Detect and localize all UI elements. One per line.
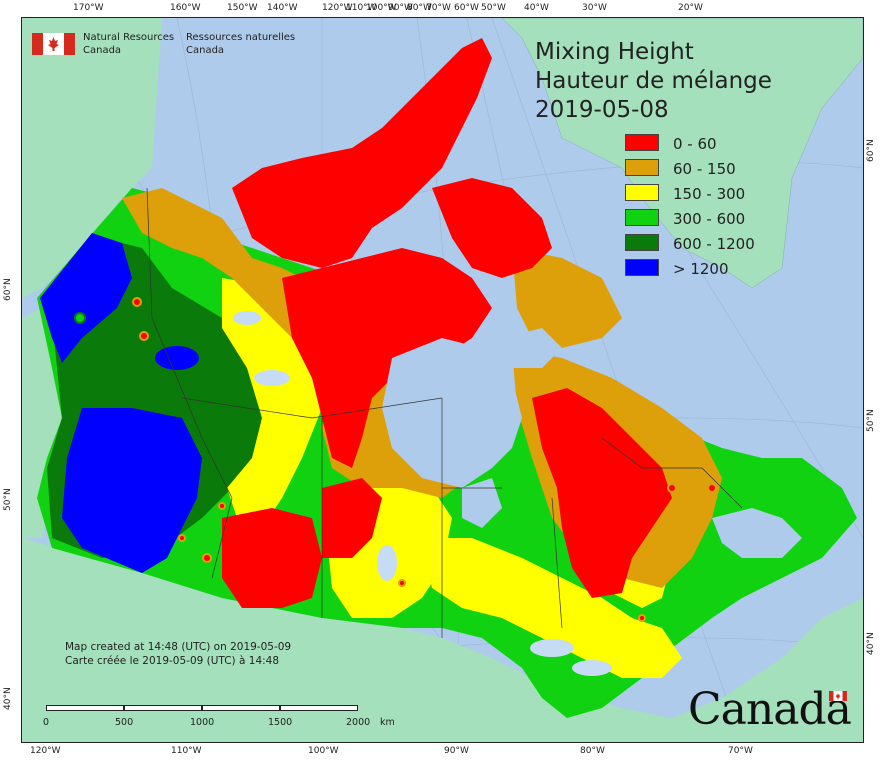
great-slave-lake [254,370,290,386]
canada-60-150-northwest [122,188,332,348]
canada-gt-1200-north [40,233,132,363]
usa-land [22,538,863,742]
agency-name-fr: Ressources naturelles Canada [186,31,295,57]
lake-winnipeg [377,545,397,581]
scale-seg-3 [202,705,280,711]
canada-flag-icon [32,33,75,55]
legend-swatch [625,184,659,201]
tick-right-60n: 60°N [866,139,876,162]
tick-top-90w: 90°W [388,3,413,13]
legend-label: 60 - 150 [673,160,736,178]
hudson-bay [382,338,522,488]
scale-label-500: 500 [115,717,134,728]
tick-top-120w: 120°W [322,3,353,13]
scale-label-1500: 1500 [268,717,293,728]
tick-top-80w: 80°W [407,3,432,13]
tick-top-150w: 150°W [227,3,258,13]
great-lakes-superior [530,639,574,657]
map-canvas [21,17,864,743]
canada-gt-1200-spot [155,346,199,370]
legend-swatch [625,134,659,151]
tick-bottom-110w: 110°W [171,746,202,756]
legend-label: 150 - 300 [673,185,746,203]
canada-gt-1200-south [62,408,202,573]
alaska-land [22,18,162,298]
tick-left-40n: 40°N [3,687,13,710]
legend-label: > 1200 [673,260,729,278]
canada-0-60-baffin [432,178,552,278]
agency-name-fr-line1: Ressources naturelles [186,32,296,43]
tick-bottom-90w: 90°W [444,746,469,756]
scale-label-0: 0 [43,717,50,728]
tick-top-110w: 110°W [346,3,377,13]
hotspots [74,297,717,622]
scale-label-1000: 1000 [190,717,215,728]
tick-right-50n: 50°N [866,409,876,432]
canada-150-300-ontario [422,538,682,678]
tick-bottom-70w: 70°W [728,746,753,756]
tick-top-20w: 20°W [678,3,703,13]
scale-unit: km [380,717,395,728]
tick-top-60w: 60°W [454,3,479,13]
wordmark-flag-icon [829,691,847,701]
legend-label: 600 - 1200 [673,235,755,253]
james-bay [462,478,502,528]
agency-name-en: Natural Resources Canada [83,31,174,57]
provincial-borders [146,187,743,638]
tick-bottom-120w: 120°W [30,746,61,756]
legend-label: 0 - 60 [673,135,717,153]
creation-note: Map created at 14:48 (UTC) on 2019-05-09… [65,640,291,668]
tick-top-140w: 140°W [267,3,298,13]
title-fr: Hauteur de mélange [535,68,772,94]
agency-name-fr-line2: Canada [186,45,225,56]
legend-swatch [625,209,659,226]
agency-name-en-line1: Natural Resources [83,32,175,43]
tick-bottom-100w: 100°W [308,746,339,756]
legend-swatch [625,259,659,276]
canada-0-60-arctic [232,38,492,268]
creation-note-fr: Carte créée le 2019-05-09 (UTC) à 14:48 [65,655,280,667]
scale-seg-4 [280,705,358,711]
canada-0-60-ontario-n [322,478,382,558]
tick-top-160w: 160°W [170,3,201,13]
legend-swatch [625,159,659,176]
tick-top-40w: 40°W [524,3,549,13]
tick-top-100w: 100°W [366,3,397,13]
legend-label: 300 - 600 [673,210,746,228]
title-en: Mixing Height [535,39,694,65]
tick-right-40n: 40°N [866,632,876,655]
tick-top-30w: 30°W [582,3,607,13]
tick-top-50w: 50°W [481,3,506,13]
great-bear-lake [233,311,261,325]
tick-bottom-80w: 80°W [580,746,605,756]
hudson-strait [502,328,562,368]
canada-wordmark: Canada [688,684,852,735]
map-title: Mixing Height Hauteur de mélange 2019-05… [535,38,772,125]
canada-0-60-prairie [222,508,322,608]
tick-left-50n: 50°N [3,488,13,511]
tick-top-70w: 70°W [426,3,451,13]
scale-label-2000: 2000 [346,717,371,728]
canada-0-60-kivalliq [282,248,492,468]
great-lakes-huron [572,660,612,676]
mixing-height-map [22,18,863,742]
scale-seg-2 [124,705,202,711]
tick-left-60n: 60°N [3,278,13,301]
agency-name-en-line2: Canada [83,45,122,56]
creation-note-en: Map created at 14:48 (UTC) on 2019-05-09 [65,641,292,653]
title-date: 2019-05-08 [535,97,669,123]
canada-0-60-labrador [532,388,672,598]
greenland-land [501,18,863,289]
scale-seg-1 [46,705,124,711]
tick-top-170w: 170°W [73,3,104,13]
st-lawrence-gulf [712,508,802,558]
canada-60-150-baffin [512,248,622,348]
legend-swatch [625,234,659,251]
